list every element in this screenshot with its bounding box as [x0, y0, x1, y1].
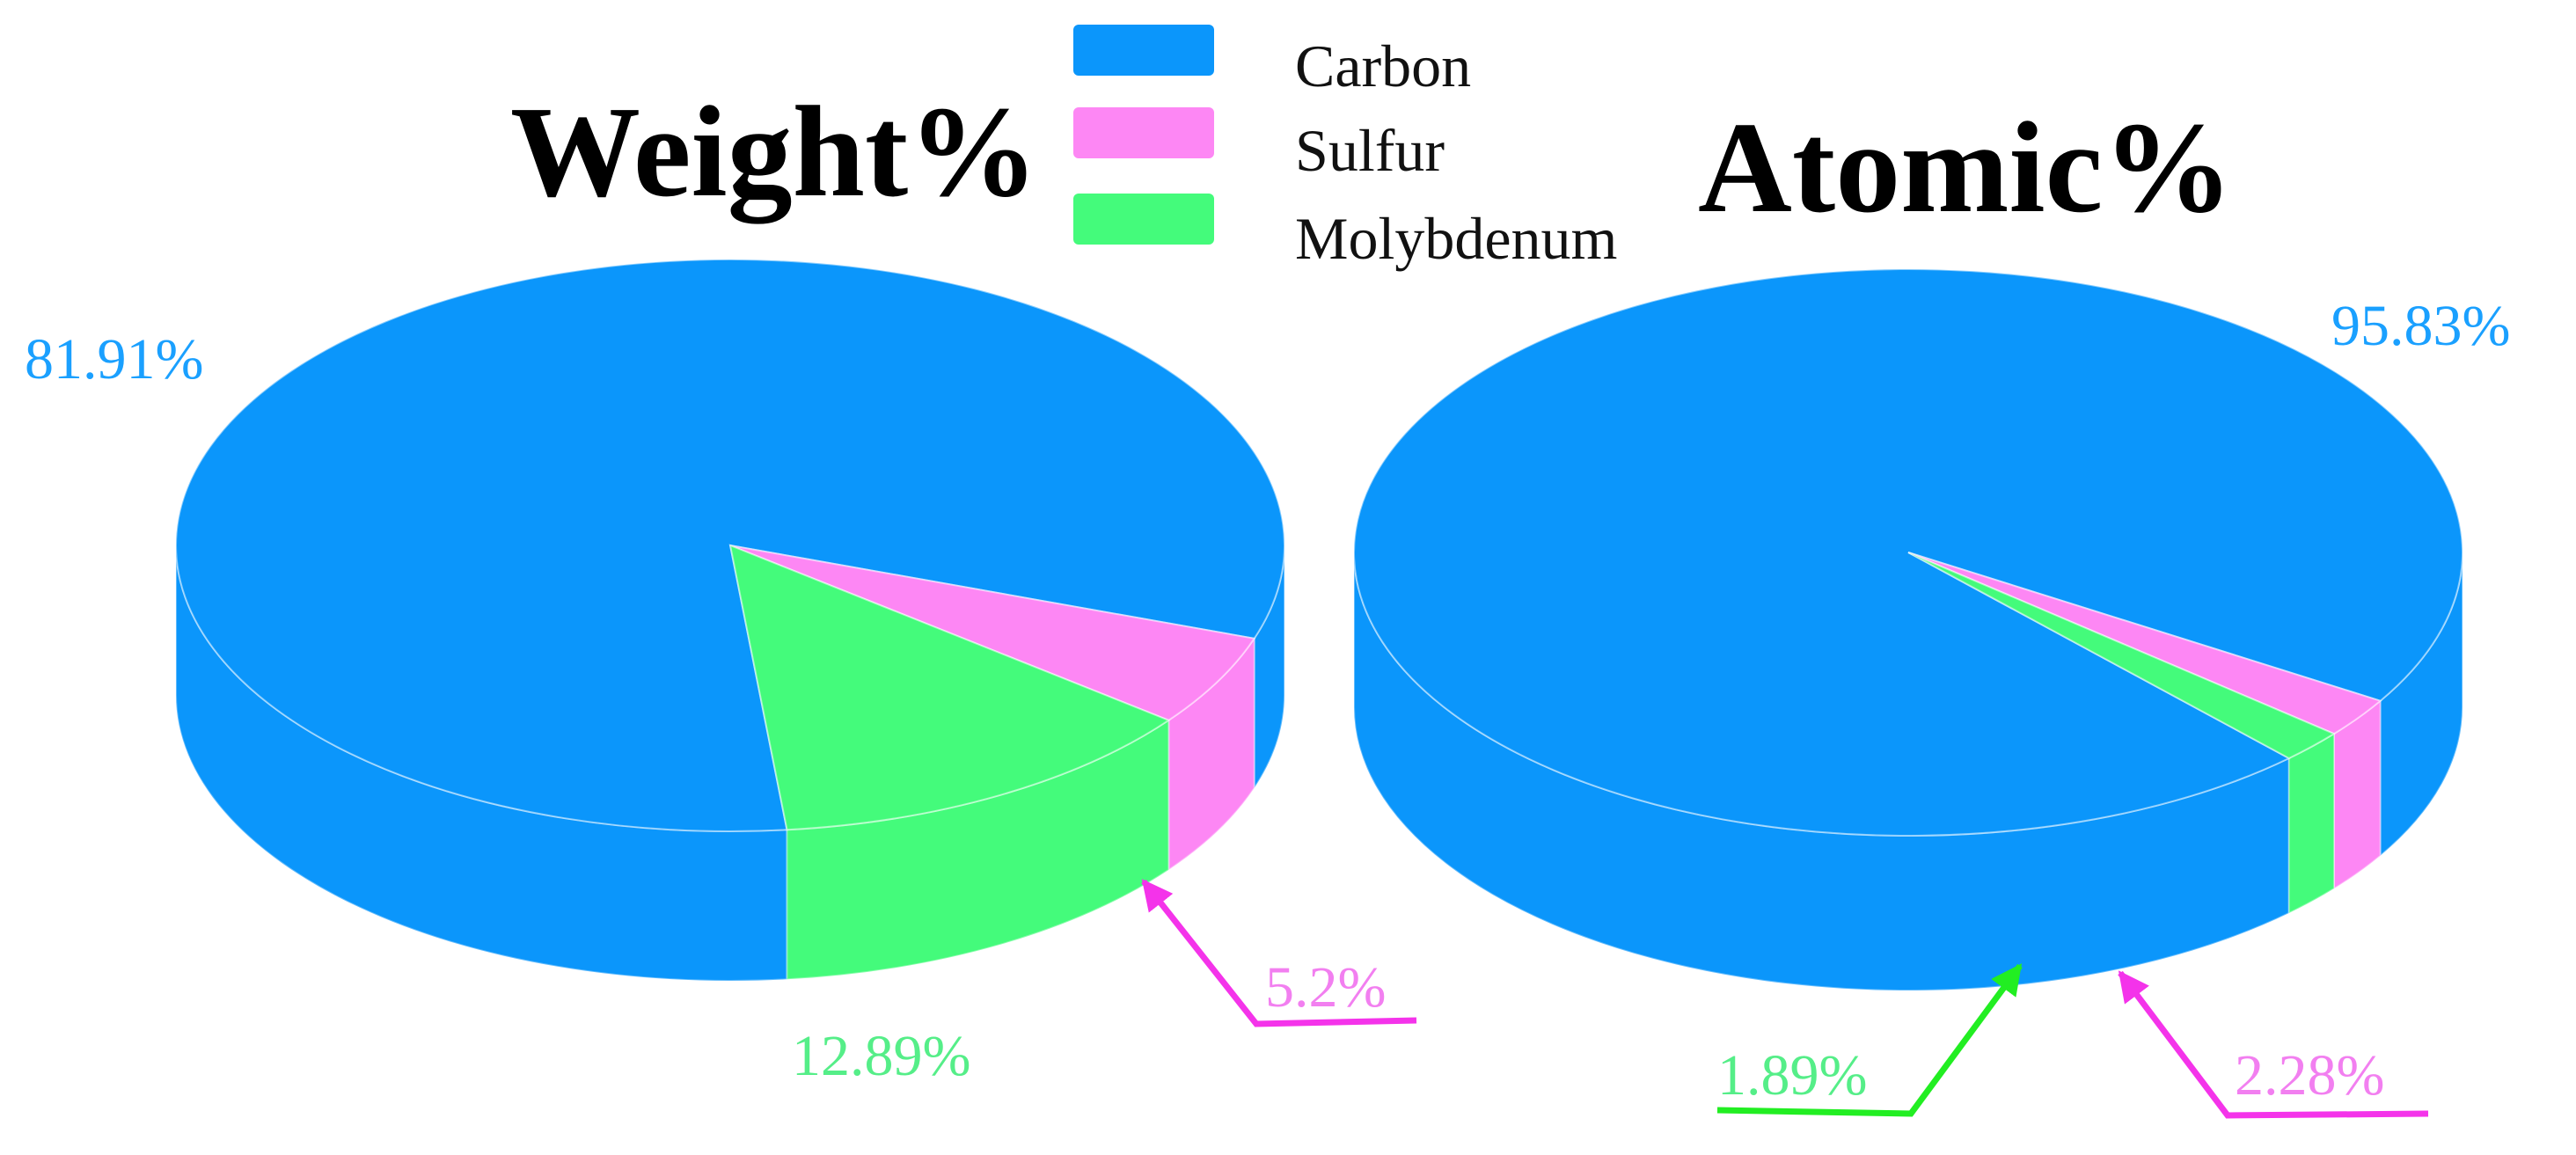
legend-label-sulfur: Sulfur: [1295, 117, 1445, 184]
atomic-pie: [1353, 268, 2463, 991]
weight-label-molybdenum: 12.89%: [792, 1024, 970, 1088]
legend-label-molybdenum: Molybdenum: [1295, 205, 1617, 272]
weight-slice-sulfur: [729, 545, 1256, 721]
weight-sulfur-callout-arrow: [1141, 879, 1417, 1027]
atomic-side-molybdenum: [2287, 732, 2335, 915]
legend: Carbon Sulfur Molybdenum: [1073, 25, 1617, 272]
weight-label-sulfur: 5.2%: [1265, 955, 1386, 1020]
weight-slice-molybdenum: [728, 544, 1171, 831]
atomic-chart-title: Atomic%: [1698, 96, 2233, 240]
legend-swatch-molybdenum: [1073, 194, 1214, 245]
legend-swatch-carbon: [1073, 25, 1214, 76]
atomic-sulfur-callout-arrow: [2118, 970, 2429, 1119]
legend-label-carbon: Carbon: [1295, 33, 1471, 99]
weight-pie: [175, 259, 1286, 982]
atomic-label-carbon: 95.83%: [2331, 294, 2510, 358]
atomic-label-molybdenum: 1.89%: [1717, 1043, 1867, 1107]
atomic-label-sulfur: 2.28%: [2235, 1043, 2384, 1107]
atomic-slice-molybdenum: [1907, 552, 2337, 760]
atomic-molybdenum-callout-arrow: [1716, 963, 2023, 1117]
weight-label-carbon: 81.91%: [25, 327, 203, 391]
weight-chart-title: Weight%: [510, 80, 1038, 224]
weight-slice-carbon: [175, 259, 1286, 832]
legend-swatch-sulfur: [1073, 107, 1214, 158]
